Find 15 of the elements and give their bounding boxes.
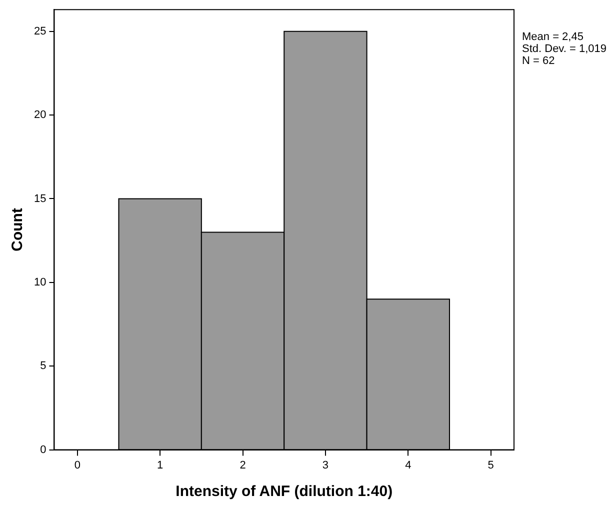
y-tick-label: 15 [34, 192, 46, 205]
y-tick-label: 5 [40, 360, 46, 372]
x-tick-label: 3 [322, 459, 329, 472]
y-tick-label: 25 [34, 25, 46, 38]
text: Mean = 2,45 Std. Dev. = 1,019 N = 62 [522, 31, 606, 68]
x-axis-title: Intensity of ANF (dilution 1:40) [176, 483, 393, 500]
x-tick-label: 1 [157, 459, 164, 472]
y-tick-label: 20 [34, 109, 46, 122]
x-tick-label: 4 [405, 459, 412, 472]
x-tick-label: 2 [240, 459, 246, 472]
y-tick-label: 10 [34, 276, 46, 288]
y-axis-title: Count [9, 208, 26, 252]
x-tick-label: 5 [488, 459, 494, 472]
y-tick-label: 0 [40, 444, 46, 456]
x-tick-label: 0 [74, 459, 80, 472]
